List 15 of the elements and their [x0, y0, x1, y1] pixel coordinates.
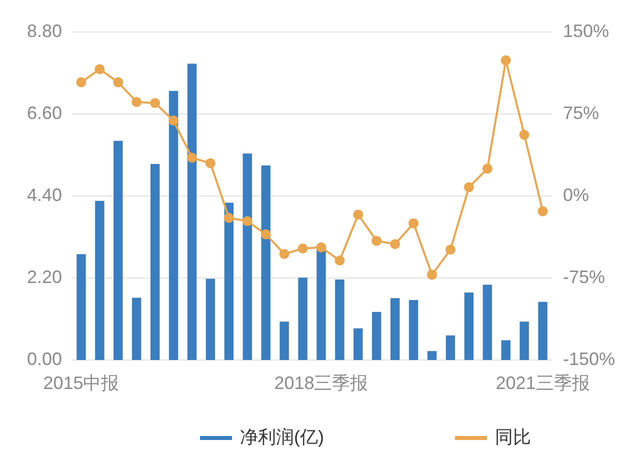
y2tick: -150% [563, 348, 616, 369]
ytick: 2.20 [26, 266, 62, 287]
xtick: 2015中报 [43, 372, 120, 393]
y2tick: 150% [563, 20, 610, 41]
ytick: 0.00 [26, 348, 62, 369]
ytick: 8.80 [26, 20, 62, 41]
y2tick: -75% [563, 266, 606, 287]
xtick: 2021三季报 [496, 372, 590, 393]
legend: 同比 [495, 426, 531, 447]
xtick: 2018三季报 [274, 372, 368, 393]
legend: 净利润(亿) [240, 426, 324, 447]
y2tick: 0% [563, 184, 590, 205]
ytick: 6.60 [26, 102, 62, 123]
y2tick: 75% [563, 102, 600, 123]
ytick: 4.40 [26, 184, 62, 205]
